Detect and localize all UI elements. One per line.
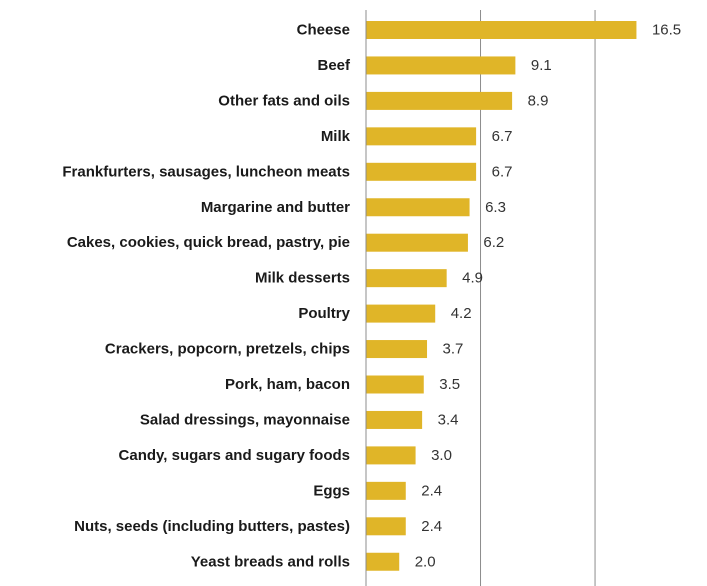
category-label: Beef bbox=[317, 57, 351, 74]
data-label: 6.7 bbox=[492, 163, 513, 180]
bar bbox=[366, 198, 470, 217]
bar bbox=[366, 233, 468, 252]
category-label: Yeast breads and rolls bbox=[191, 553, 350, 570]
data-label: 4.9 bbox=[462, 270, 483, 287]
data-label: 2.0 bbox=[415, 553, 436, 570]
bar bbox=[366, 517, 406, 536]
data-label: 3.7 bbox=[443, 341, 464, 358]
bar bbox=[366, 304, 436, 323]
category-label: Candy, sugars and sugary foods bbox=[119, 447, 350, 464]
data-label: 9.1 bbox=[531, 57, 552, 74]
category-label: Cheese bbox=[297, 22, 350, 39]
category-labels: Cheese Beef Other fats and oils Milk Frankfu… bbox=[62, 22, 351, 571]
bar bbox=[366, 340, 428, 359]
category-label: Poultry bbox=[298, 305, 350, 322]
data-label: 6.7 bbox=[492, 128, 513, 145]
bar bbox=[366, 56, 516, 75]
category-label: Cakes, cookies, quick bread, pastry, pie bbox=[67, 234, 350, 251]
data-label: 6.3 bbox=[485, 199, 506, 216]
data-label: 2.4 bbox=[421, 482, 442, 499]
data-label: 3.0 bbox=[431, 447, 452, 464]
bar bbox=[366, 127, 477, 146]
category-label: Frankfurters, sausages, luncheon meats bbox=[62, 163, 350, 180]
bar bbox=[366, 446, 416, 465]
bar bbox=[366, 21, 637, 39]
category-label: Margarine and butter bbox=[201, 199, 350, 216]
data-label: 3.4 bbox=[438, 411, 459, 428]
category-label: Eggs bbox=[313, 482, 350, 499]
bar bbox=[366, 269, 447, 288]
category-label: Milk bbox=[321, 128, 351, 145]
bar bbox=[366, 481, 406, 500]
data-label: 3.5 bbox=[439, 376, 460, 393]
category-label: Milk desserts bbox=[255, 270, 350, 287]
bar bbox=[366, 552, 400, 571]
data-label: 16.5 bbox=[652, 22, 681, 39]
category-label: Nuts, seeds (including butters, pastes) bbox=[74, 518, 350, 535]
category-label: Crackers, popcorn, pretzels, chips bbox=[105, 341, 350, 358]
category-label: Other fats and oils bbox=[218, 92, 350, 109]
data-label: 4.2 bbox=[451, 305, 472, 322]
bar bbox=[366, 410, 423, 429]
data-label: 8.9 bbox=[528, 92, 549, 109]
value-labels: 16.5 9.1 8.9 6.7 6.7 6.3 6.2 4.9 4.2 3.7 3.5 3.4 3.0… bbox=[415, 22, 681, 571]
data-label: 6.2 bbox=[483, 234, 504, 251]
bar bbox=[366, 162, 477, 181]
category-label: Pork, ham, bacon bbox=[225, 376, 350, 393]
bars bbox=[366, 21, 637, 571]
category-label: Salad dressings, mayonnaise bbox=[140, 411, 350, 428]
bar bbox=[366, 91, 513, 110]
bar bbox=[366, 375, 424, 394]
data-label: 2.4 bbox=[421, 518, 442, 535]
